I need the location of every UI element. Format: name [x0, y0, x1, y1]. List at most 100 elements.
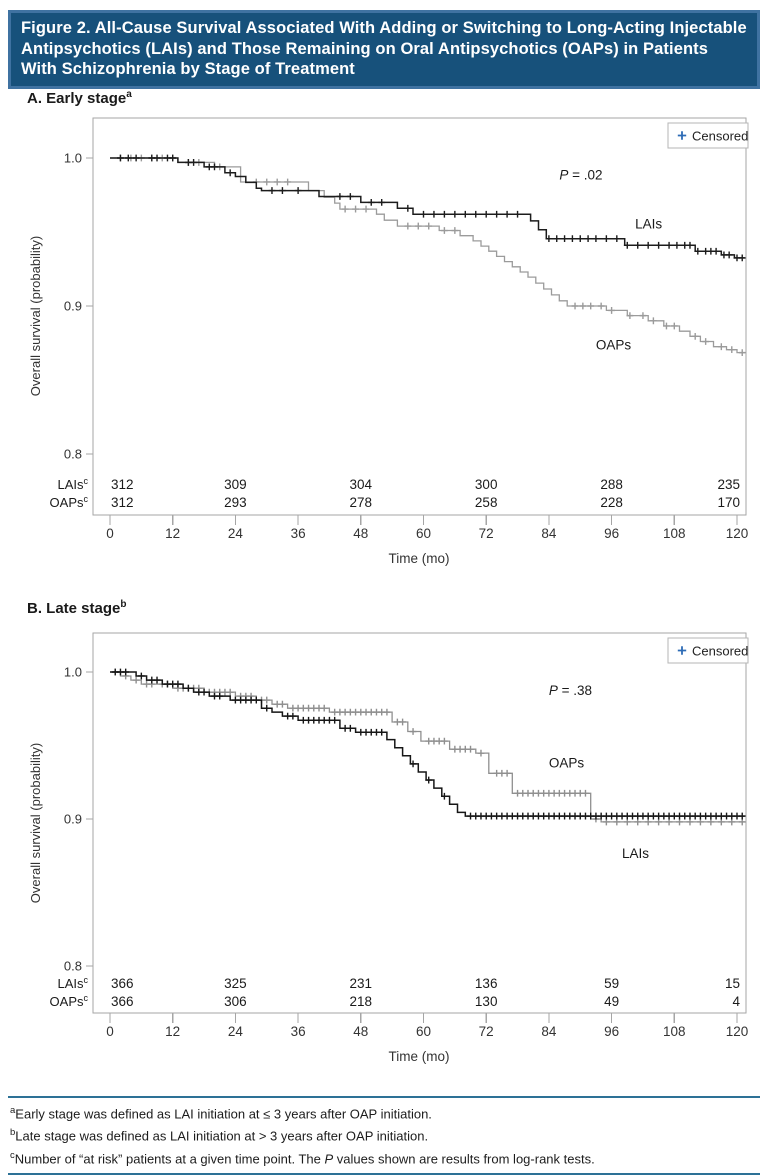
censor-mark: [503, 769, 511, 777]
censor-mark: [728, 346, 736, 354]
censor-mark: [691, 332, 699, 340]
censor-mark: [226, 688, 234, 696]
censor-mark: [467, 745, 474, 753]
censor-mark: [514, 210, 521, 218]
censor-mark: [153, 154, 161, 162]
x-tick-label: 0: [106, 1024, 114, 1039]
legend-label: Censored: [692, 644, 748, 659]
censor-mark: [655, 241, 663, 249]
censor-mark: [503, 210, 511, 218]
x-tick-label: 12: [165, 1024, 180, 1039]
footnote-c: cNumber of “at risk” patients at a given…: [10, 1149, 595, 1166]
censor-mark: [697, 818, 704, 826]
at-risk-row-label: OAPsc: [50, 494, 89, 510]
p-value-annotation: P = .38: [549, 683, 592, 698]
oaps-curve: [110, 671, 745, 823]
footnote-c-text: Number of “at risk” patients at a given …: [14, 1150, 325, 1166]
censor-mark: [676, 818, 683, 826]
censor-mark: [200, 688, 208, 696]
censor-mark: [738, 812, 746, 820]
censor-mark: [673, 241, 681, 249]
censor-mark: [634, 818, 642, 826]
censor-mark: [655, 818, 663, 826]
at-risk-value: 293: [224, 495, 247, 510]
censor-mark: [451, 227, 459, 234]
censor-mark: [153, 676, 161, 684]
censor-mark: [482, 210, 490, 218]
censor-mark: [712, 247, 720, 255]
censor-mark: [665, 818, 673, 826]
panel-b-km-plot: 1.0 0.9 0.8 Overall survival (probability) 0…: [28, 632, 749, 1064]
censor-mark: [441, 792, 448, 800]
at-risk-value: 312: [111, 477, 134, 492]
y-axis-title: Overall survival (probability): [28, 236, 43, 396]
censor-mark: [117, 154, 124, 162]
censor-mark: [211, 163, 218, 171]
censor-mark: [738, 349, 746, 357]
censor-mark: [174, 680, 182, 688]
lais-curve: [110, 671, 745, 817]
lais-curve-label: LAIs: [622, 846, 649, 861]
panel-a-km-plot: 1.0 0.9 0.8 Overall survival (probability) 0…: [28, 117, 749, 566]
censor-mark: [602, 235, 610, 243]
plot-frame: [92, 117, 747, 516]
censor-mark: [336, 193, 344, 200]
censor-mark: [279, 187, 286, 194]
censor-mark: [362, 205, 370, 213]
censor-mark: [561, 235, 568, 243]
x-tick-label: 36: [291, 526, 306, 541]
censor-mark: [738, 254, 746, 262]
censor-mark: [613, 235, 621, 243]
censor-mark: [702, 338, 710, 345]
censor-mark: [294, 187, 302, 194]
x-tick-label: 36: [291, 1024, 306, 1039]
censor-mark: [613, 818, 621, 826]
x-axis-title: Time (mo): [389, 551, 450, 566]
censor-mark: [717, 818, 725, 826]
censor-mark: [587, 302, 595, 310]
legend-label: Censored: [692, 129, 748, 144]
censor-mark: [576, 235, 584, 243]
y-tick-label: 1.0: [64, 151, 82, 166]
oaps-curve-label: OAPs: [596, 338, 632, 353]
at-risk-value: 366: [111, 976, 134, 991]
censor-mark: [132, 676, 140, 684]
footnote-a: aEarly stage was defined as LAI initiati…: [10, 1101, 758, 1123]
censor-mark: [686, 818, 694, 826]
censor-mark: [571, 302, 579, 310]
censor-mark: [639, 312, 647, 320]
censor-mark: [644, 818, 652, 826]
censor-mark: [441, 737, 448, 745]
censor-mark: [320, 704, 328, 712]
y-axis-title: Overall survival (probability): [28, 743, 43, 903]
censor-mark: [626, 312, 634, 320]
y-tick-label: 0.9: [64, 812, 82, 827]
x-axis-title: Time (mo): [389, 1049, 450, 1064]
panel-a-heading-text: A. Early stage: [27, 90, 127, 107]
panel-a-heading: A. Early stagea: [27, 89, 132, 107]
footnote-c-sup: c: [10, 1149, 15, 1161]
censor-mark: [124, 154, 132, 162]
at-risk-value: 59: [604, 976, 619, 991]
footnote-b: bLate stage was defined as LAI initiatio…: [10, 1123, 758, 1145]
censor-mark: [545, 235, 553, 243]
x-tick-label: 108: [663, 1024, 686, 1039]
x-tick-label: 12: [165, 526, 180, 541]
at-risk-value: 15: [725, 976, 740, 991]
x-tick-label: 60: [416, 1024, 431, 1039]
censor-mark: [263, 704, 271, 712]
censor-mark: [279, 700, 286, 708]
plot-frame: [92, 632, 747, 1014]
censor-mark: [409, 760, 417, 768]
censored-plus-icon: [677, 131, 687, 140]
lais-curve: [110, 157, 745, 259]
oaps-curve: [110, 157, 745, 354]
censor-mark: [608, 307, 615, 314]
censor-mark: [634, 241, 642, 249]
x-tick-label: 108: [663, 526, 686, 541]
at-risk-value: 366: [111, 994, 134, 1009]
censor-mark: [409, 728, 417, 735]
censor-mark: [623, 818, 631, 826]
censor-mark: [717, 343, 725, 351]
figure-title: Figure 2. All-Cause Survival Associated …: [8, 10, 760, 89]
